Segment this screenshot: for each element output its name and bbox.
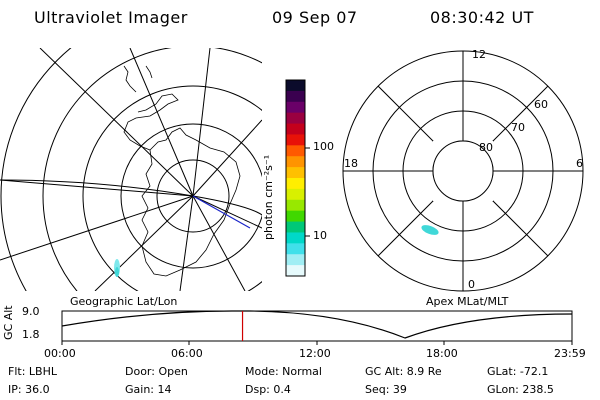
gain-readout: Gain: 14 — [125, 383, 172, 396]
colorbar-unit-label: photon cm⁻²s⁻¹ — [262, 154, 275, 240]
timeline-x-tick: 00:00 — [44, 347, 76, 360]
timeline-y-tick-max: 9.0 — [22, 305, 40, 318]
colorbar-stripe — [286, 145, 305, 157]
mode-readout: Mode: Normal — [245, 365, 322, 378]
ip-readout: IP: 36.0 — [8, 383, 50, 396]
colorbar-stripe — [286, 101, 305, 114]
colorbar-stripe — [286, 243, 305, 255]
colorbar-stripe — [286, 265, 305, 277]
filter-readout: Flt: LBHL — [8, 365, 57, 378]
gc-alt-readout: GC Alt: 8.9 Re — [365, 365, 442, 378]
mlat-label-70: 70 — [511, 121, 525, 134]
colorbar-stripe — [286, 123, 305, 135]
timeline-x-tick: 23:59 — [554, 347, 586, 360]
timeline-x-tick: 18:00 — [426, 347, 458, 360]
mlt-label-6: 6 — [576, 157, 583, 170]
colorbar-stripe — [286, 188, 305, 201]
colorbar-stripe — [286, 134, 305, 146]
timeline-x-tick: 12:00 — [299, 347, 331, 360]
colorbar-stripe — [286, 156, 305, 168]
colorbar-stripe — [286, 221, 305, 233]
glat-readout: GLat: -72.1 — [487, 365, 549, 378]
mlt-label-0: 0 — [468, 278, 475, 291]
colorbar-tick-100: 100 — [313, 140, 334, 153]
timeline-y-tick-min: 1.8 — [22, 328, 40, 341]
colorbar-stripe — [286, 167, 305, 179]
colorbar-tick-10: 10 — [313, 229, 327, 242]
instrument-title: Ultraviolet Imager — [34, 8, 188, 27]
mlat-label-60: 60 — [534, 98, 548, 111]
door-readout: Door: Open — [125, 365, 188, 378]
glon-readout: GLon: 238.5 — [487, 383, 554, 396]
colorbar-stripe — [286, 80, 305, 92]
time-label: 08:30:42 UT — [430, 8, 534, 27]
date-label: 09 Sep 07 — [272, 8, 358, 27]
timeline-x-tick: 06:00 — [171, 347, 203, 360]
colorbar-stripe — [286, 199, 305, 212]
colorbar-stripe — [286, 112, 305, 125]
mlt-label-12: 12 — [472, 48, 486, 61]
seq-readout: Seq: 39 — [365, 383, 407, 396]
colorbar — [286, 80, 305, 277]
timeline-y-axis-label: GC Alt — [2, 305, 15, 340]
mlat-label-80: 80 — [479, 141, 493, 154]
left-map-caption: Geographic Lat/Lon — [70, 295, 178, 308]
colorbar-stripe — [286, 232, 305, 244]
colorbar-stripe — [286, 210, 305, 223]
colorbar-stripe — [286, 178, 305, 190]
dsp-readout: Dsp: 0.4 — [245, 383, 291, 396]
right-map-caption: Apex MLat/MLT — [426, 295, 509, 308]
mlt-label-18: 18 — [344, 157, 358, 170]
colorbar-stripe — [286, 254, 305, 266]
colorbar-stripe — [286, 90, 305, 103]
